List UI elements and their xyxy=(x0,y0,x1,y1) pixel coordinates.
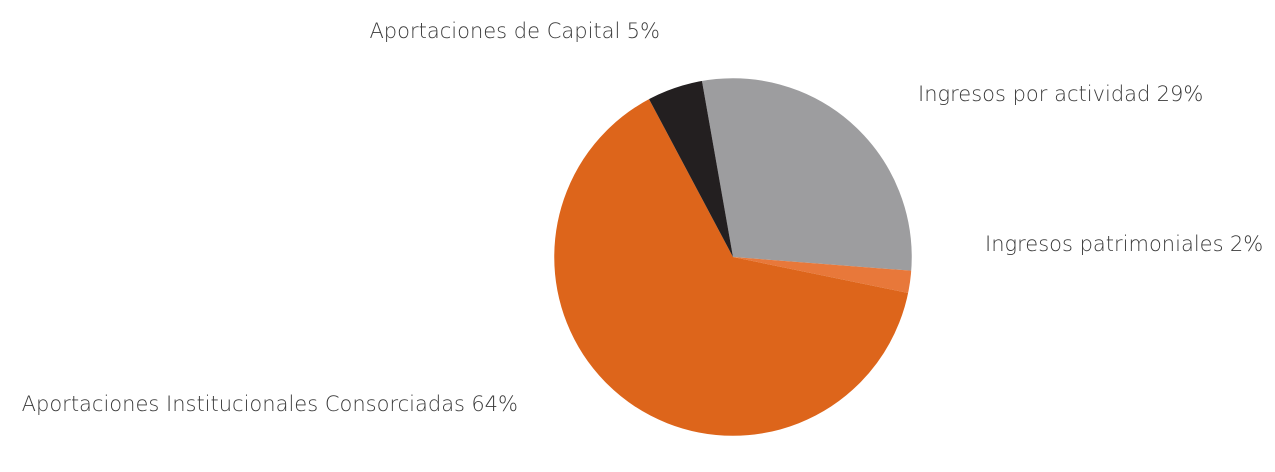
pie-slice xyxy=(733,257,913,294)
pie-slice xyxy=(648,79,733,257)
pie-slice xyxy=(701,77,913,271)
slice-value: 29% xyxy=(1157,82,1204,106)
slice-value: 2% xyxy=(1230,232,1263,256)
slice-label: Aportaciones de Capital 5% xyxy=(369,19,660,43)
pie xyxy=(553,77,913,438)
labels: Ingresos por actividad 29% Ingresos patrim… xyxy=(22,19,1264,416)
pie-slice xyxy=(553,98,910,438)
slice-label: Ingresos patrimoniales 2% xyxy=(985,232,1263,256)
slice-label: Aportaciones Institucionales Consorciada… xyxy=(22,392,518,416)
slice-name: Aportaciones Institucionales Consorciada… xyxy=(22,392,465,416)
slice-name: Ingresos patrimoniales xyxy=(985,232,1224,256)
slice-value: 5% xyxy=(627,19,660,43)
slice-value: 64% xyxy=(471,392,518,416)
slice-label: Ingresos por actividad 29% xyxy=(918,82,1203,106)
slice-name: Aportaciones de Capital xyxy=(369,19,620,43)
ring-outline xyxy=(551,75,915,439)
slice-name: Ingresos por actividad xyxy=(918,82,1150,106)
